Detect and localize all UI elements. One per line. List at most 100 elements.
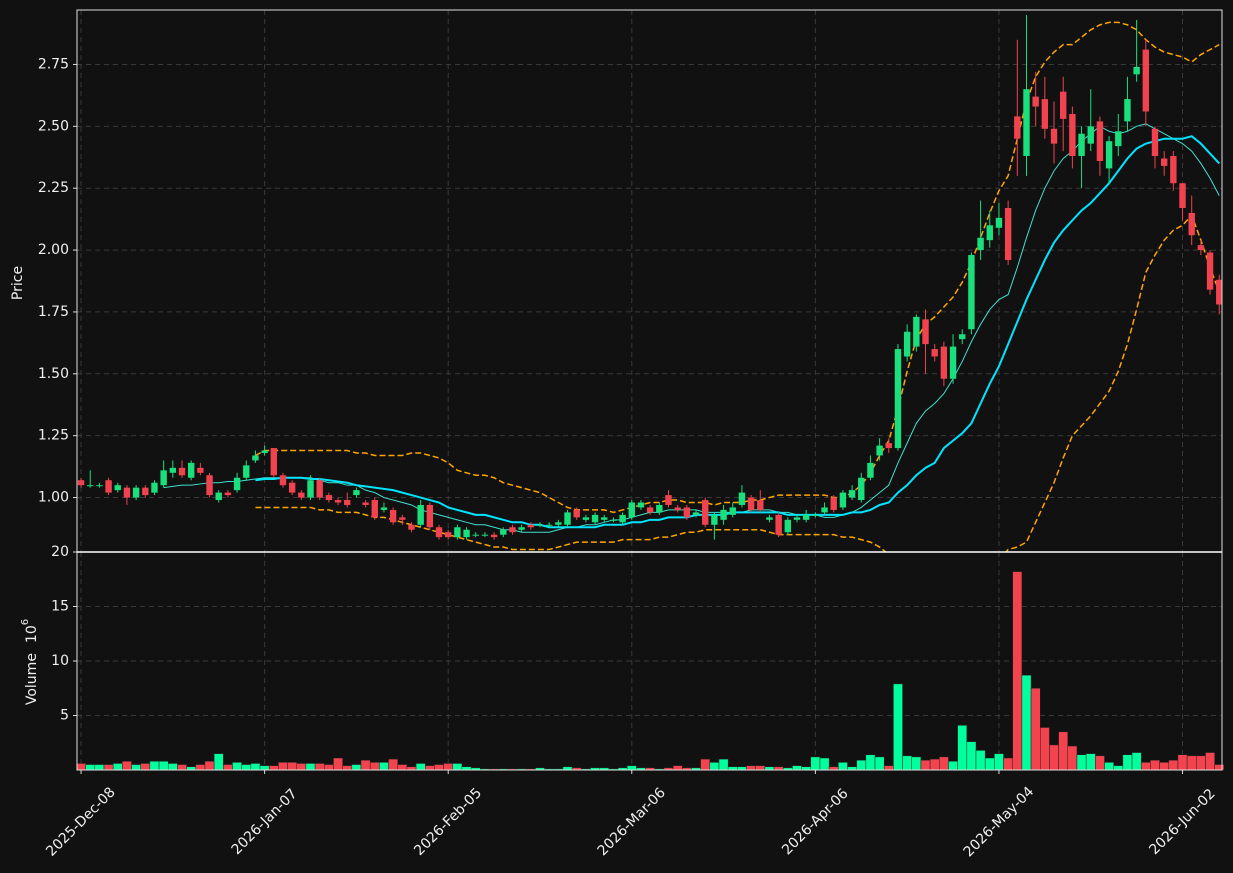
volume-bar [204, 761, 215, 771]
candle-body [931, 349, 938, 357]
candle-body [380, 507, 388, 510]
candle-body [784, 519, 792, 533]
candle-body [793, 517, 801, 520]
volume-bar [213, 753, 224, 771]
candle-body [628, 502, 635, 518]
candle-body [1115, 131, 1122, 147]
y-tick-label: 1.00 [38, 490, 69, 506]
volume-bar [158, 761, 169, 771]
volume-bar [874, 756, 885, 771]
candle-body [885, 443, 892, 449]
volume-bar [672, 765, 683, 771]
volume-bar [939, 756, 949, 771]
volume-bar [122, 761, 132, 771]
volume-bar [1021, 674, 1032, 771]
candle-body [1179, 183, 1186, 208]
volume-bar [324, 764, 334, 771]
volume-bar [388, 758, 398, 771]
volume-bar [425, 765, 435, 771]
volume-bar [241, 764, 252, 771]
candle-body [738, 492, 746, 505]
candle-body [729, 507, 736, 515]
volume-axis-label: Volume 106 [20, 619, 40, 705]
volume-bar [1113, 765, 1124, 771]
candle-body [243, 465, 250, 478]
candle-body [637, 502, 645, 508]
volume-bar [1085, 753, 1096, 771]
candle-body [215, 492, 222, 501]
volume-bar [948, 761, 958, 771]
volume-bar [351, 764, 362, 771]
candle-body [114, 485, 121, 491]
candle-body [1087, 126, 1094, 144]
volume-bar [296, 763, 307, 771]
candle-body [472, 534, 479, 536]
candle-body [555, 522, 562, 525]
volume-bar [342, 765, 353, 771]
candle-body [1206, 252, 1214, 290]
candle-body [187, 462, 195, 478]
candle-body [913, 316, 920, 347]
candle-body [766, 517, 773, 520]
candle-body [894, 349, 902, 449]
volume-layer [76, 571, 1225, 771]
candle-body [1133, 66, 1140, 75]
candle-body [1069, 113, 1076, 157]
volume-bar [1049, 744, 1059, 771]
candle-body [490, 534, 498, 538]
volume-bar [94, 764, 105, 771]
candle-body [105, 480, 112, 493]
volume-bar [902, 755, 912, 771]
y-tick-label: 2.25 [38, 180, 69, 196]
volume-bar [131, 764, 141, 771]
y-tick-label: 2.00 [38, 242, 69, 258]
volume-bar [452, 763, 463, 771]
candle-body [545, 524, 553, 526]
candle-body [169, 467, 177, 473]
volume-bar [278, 762, 288, 771]
volume-bar [223, 764, 233, 771]
candle-body [858, 477, 865, 501]
candle-body [674, 507, 681, 510]
candle-body [977, 237, 984, 251]
candle-body [325, 495, 333, 501]
volume-bar [911, 756, 922, 771]
volume-bar [268, 765, 279, 771]
candle-body [1170, 156, 1177, 184]
volume-bar [966, 741, 977, 771]
y-tick-label: 1.75 [38, 304, 69, 320]
volume-bar [626, 765, 637, 771]
band-line [255, 21, 1220, 514]
candle-body [142, 487, 149, 496]
candle-body [656, 504, 663, 513]
volume-bar [929, 758, 940, 771]
volume-bar [314, 763, 325, 771]
volume-bar [397, 764, 408, 771]
candle-body [481, 534, 489, 536]
volume-bar [1177, 754, 1188, 771]
candle-body [334, 500, 342, 503]
candle-body [1041, 99, 1049, 129]
candle-body [408, 524, 415, 530]
y-tick-label: 1.25 [38, 428, 69, 444]
candle-body [720, 509, 727, 520]
volume-bar [259, 765, 270, 771]
volume-bar [415, 763, 426, 771]
y-tick-label: 1.50 [38, 366, 69, 382]
candle-body [1151, 128, 1159, 157]
candle-body [261, 450, 268, 454]
candle-body [711, 514, 718, 525]
candle-body [775, 514, 782, 535]
candle-body [582, 517, 590, 520]
candle-body [665, 495, 672, 505]
volume-bar [975, 750, 986, 771]
candle-body [821, 507, 828, 513]
volume-bar [85, 764, 96, 771]
y-tick-label: 10 [51, 653, 69, 669]
candle-body [968, 255, 975, 330]
volume-bar [865, 754, 876, 771]
candle-body [445, 532, 452, 538]
candle-body [344, 500, 351, 505]
candle-body [132, 487, 140, 498]
